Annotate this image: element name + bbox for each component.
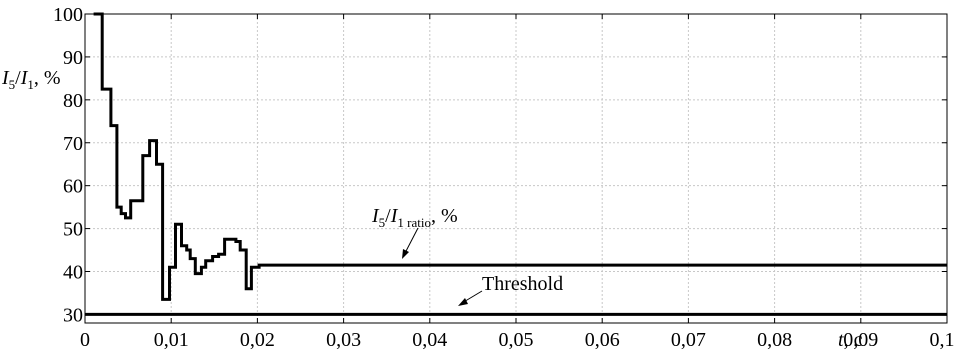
threshold-annotation-arrowhead	[458, 298, 468, 306]
grid	[85, 13, 947, 323]
x-tick-label: 0,07	[671, 329, 706, 351]
y-tick-label: 100	[53, 4, 83, 26]
x-tick-label: 0	[80, 329, 90, 351]
y-axis-label: I5/I1, %	[1, 67, 61, 92]
ratio-annotation-arrowhead	[402, 249, 409, 259]
y-tick-label: 50	[63, 219, 83, 241]
ticks: 0 0,01 0,02 0,03 0,04 0,05 0,06 0,07 0,08 0,09 0,1…	[53, 4, 954, 351]
x-tick-label: 0,10	[930, 329, 954, 351]
y-tick-label: 30	[63, 304, 83, 326]
y-tick-label: 80	[63, 90, 83, 112]
x-tick-label: 0,08	[757, 329, 792, 351]
ratio-annotation-label: I5/I1 ratio, %	[371, 205, 458, 230]
y-tick-label: 40	[63, 262, 83, 284]
x-tick-label: 0,05	[499, 329, 534, 351]
y-tick-label: 90	[63, 47, 83, 69]
x-tick-label: 0,09	[843, 329, 878, 351]
y-tick-label: 70	[63, 133, 83, 155]
threshold-annotation-label: Threshold	[482, 273, 563, 295]
x-axis-label: t, c	[838, 329, 863, 351]
x-tick-label: 0,04	[412, 329, 447, 351]
ratio-series-line	[93, 12, 947, 301]
y-tick-label: 60	[63, 176, 83, 198]
x-tick-label: 0,03	[326, 329, 361, 351]
series-group	[85, 12, 947, 316]
x-tick-label: 0,02	[240, 329, 275, 351]
ratio-annotation-arrow	[403, 227, 419, 256]
x-tick-label: 0,01	[154, 329, 189, 351]
x-tick-label: 0,06	[585, 329, 620, 351]
